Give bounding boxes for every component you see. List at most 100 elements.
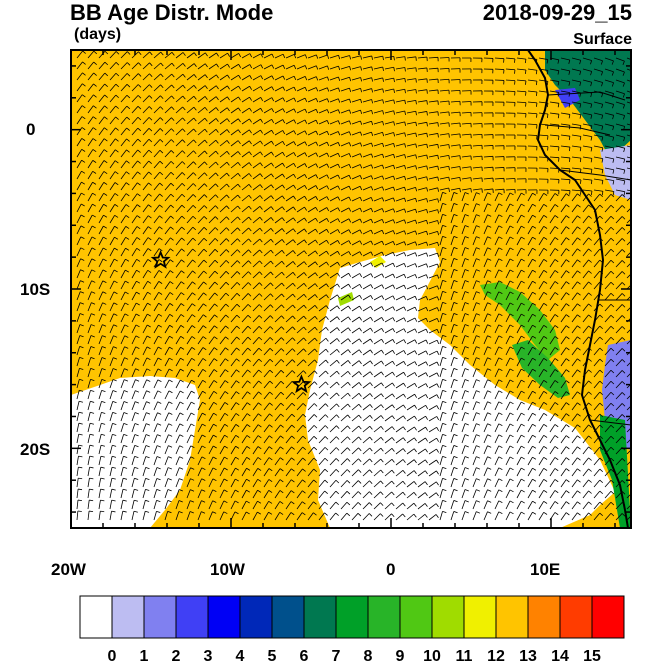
wind-barb-flag: [442, 499, 447, 502]
wind-barb-flag: [81, 148, 86, 152]
wind-barb: [252, 184, 261, 191]
wind-barb: [131, 138, 139, 147]
wind-barb-flag: [426, 176, 428, 181]
wind-barb-flag: [369, 480, 373, 484]
wind-barb: [571, 178, 581, 181]
wind-barb-flag: [325, 359, 329, 364]
wind-barb-flag: [464, 401, 469, 404]
wind-barb-flag: [337, 120, 341, 125]
wind-barb-flag: [236, 347, 240, 351]
wind-barb-flag: [610, 468, 615, 473]
wind-barb-flag: [201, 445, 206, 449]
wind-barb-flag: [293, 108, 297, 113]
wind-barb-flag: [610, 446, 615, 451]
wind-barb: [175, 128, 183, 136]
wind-barb: [285, 370, 293, 378]
wind-barb: [527, 90, 537, 93]
wind-barb-flag: [100, 455, 105, 458]
wind-barb: [252, 97, 261, 103]
wind-barb: [109, 489, 113, 499]
wind-barb: [296, 195, 305, 202]
wind-barb-flag: [78, 455, 83, 458]
wind-barb-flag: [476, 247, 481, 250]
wind-barb-flag: [126, 84, 131, 88]
wind-barb-flag: [369, 393, 373, 397]
wind-barb-flag: [588, 424, 592, 428]
wind-barb-flag: [281, 271, 285, 276]
wind-barb-flag: [257, 446, 262, 450]
wind-barb: [340, 207, 350, 213]
wind-barb: [428, 274, 438, 279]
wind-barb-flag: [324, 490, 328, 494]
wind-barb-flag: [180, 314, 185, 318]
wind-barb: [197, 139, 205, 147]
wind-barb: [153, 390, 159, 400]
wind-barb-flag: [102, 269, 107, 273]
wind-barb: [472, 467, 477, 477]
wind-barb: [604, 315, 612, 323]
wind-barb: [582, 358, 589, 367]
wind-barb-flag: [348, 153, 352, 158]
wind-barb-flag: [201, 467, 206, 470]
wind-barb: [593, 490, 601, 499]
wind-barb-flag: [532, 203, 537, 207]
wind-barb-flag: [453, 247, 458, 250]
wind-barb-flag: [380, 502, 384, 506]
wind-barb: [230, 183, 239, 191]
wind-barb: [593, 189, 603, 192]
colorbar-swatch: [239, 595, 273, 639]
wind-barb: [351, 142, 361, 147]
wind-barb-flag: [282, 86, 286, 91]
wind-barb: [406, 470, 415, 477]
wind-barb: [571, 325, 578, 334]
wind-barb: [87, 236, 93, 246]
wind-barb-flag: [476, 489, 481, 492]
wind-barb: [263, 151, 272, 158]
wind-barb: [285, 293, 294, 301]
wind-barb-flag: [215, 129, 219, 133]
wind-barb-flag: [92, 192, 97, 196]
wind-barb-flag: [145, 456, 150, 459]
wind-barb: [505, 489, 511, 499]
wind-barb: [406, 121, 416, 125]
wind-barb-flag: [436, 340, 440, 345]
wind-barb: [395, 143, 405, 147]
wind-barb-flag: [359, 218, 363, 223]
wind-barb: [241, 457, 248, 466]
wind-barb: [120, 478, 124, 488]
wind-barb-flag: [303, 337, 307, 342]
wind-barb: [538, 237, 545, 246]
wind-barb: [406, 56, 416, 59]
wind-barb-flag: [291, 402, 296, 407]
wind-barb-flag: [498, 500, 503, 503]
wind-barb-flag: [381, 230, 385, 235]
wind-barb-flag: [103, 192, 108, 196]
wind-barb: [252, 195, 261, 202]
wind-barb: [373, 382, 382, 389]
wind-barb: [527, 79, 537, 82]
wind-barb: [109, 258, 115, 268]
wind-barb-flag: [348, 273, 351, 277]
wind-barb: [208, 270, 216, 279]
wind-barb: [373, 240, 383, 246]
wind-barb-flag: [599, 193, 604, 198]
wind-barb-flag: [80, 291, 85, 294]
wind-barb-flag: [280, 457, 284, 461]
wind-barb: [285, 348, 293, 356]
wind-barb: [208, 216, 216, 224]
wind-barb-flag: [100, 466, 105, 469]
wind-barb-flag: [404, 219, 407, 224]
wind-barb-flag: [509, 313, 514, 317]
wind-barb: [373, 186, 383, 191]
wind-barb-flag: [100, 488, 105, 491]
wind-barb: [472, 423, 477, 433]
wind-barb: [582, 391, 589, 400]
wind-barb: [175, 281, 182, 290]
wind-barb: [538, 391, 545, 400]
wind-barb-flag: [145, 510, 150, 513]
wind-barb-flag: [487, 214, 492, 217]
wind-barb-flag: [442, 356, 447, 359]
wind-barb-flag: [436, 372, 440, 377]
wind-barb: [186, 172, 194, 180]
wind-barb-flag: [134, 434, 139, 437]
